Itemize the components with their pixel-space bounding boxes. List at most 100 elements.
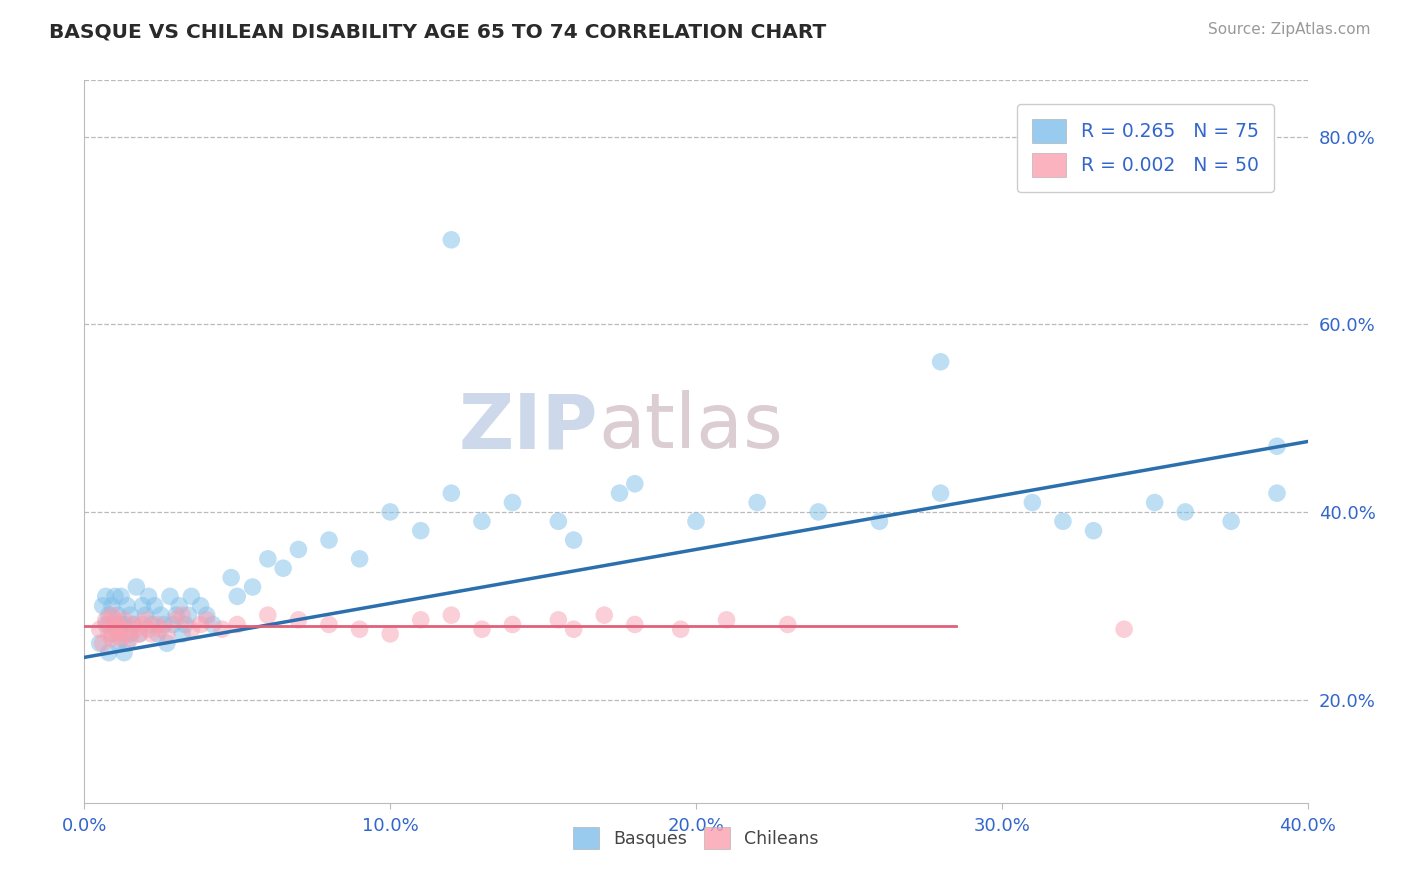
- Point: [107, 636, 129, 650]
- Point: [211, 622, 233, 636]
- Point: [146, 627, 169, 641]
- Point: [89, 622, 111, 636]
- Point: [110, 632, 132, 646]
- Point: [107, 608, 129, 623]
- Point: [165, 608, 187, 623]
- Point: [97, 646, 120, 660]
- Point: [101, 632, 124, 646]
- Point: [104, 613, 127, 627]
- Point: [190, 599, 212, 613]
- Point: [97, 617, 120, 632]
- Point: [135, 613, 157, 627]
- Point: [141, 617, 163, 632]
- Point: [110, 617, 132, 632]
- Point: [143, 599, 166, 613]
- Point: [547, 514, 569, 528]
- Point: [195, 608, 218, 623]
- Point: [195, 613, 218, 627]
- Point: [716, 613, 738, 627]
- Point: [257, 608, 280, 623]
- Point: [593, 608, 616, 623]
- Point: [112, 617, 135, 632]
- Point: [97, 627, 120, 641]
- Point: [669, 622, 692, 636]
- Point: [174, 617, 197, 632]
- Point: [125, 580, 148, 594]
- Point: [471, 622, 494, 636]
- Point: [107, 617, 129, 632]
- Point: [146, 617, 169, 632]
- Point: [440, 486, 463, 500]
- Point: [440, 608, 463, 623]
- Point: [115, 599, 138, 613]
- Point: [153, 617, 176, 632]
- Point: [131, 599, 153, 613]
- Text: BASQUE VS CHILEAN DISABILITY AGE 65 TO 74 CORRELATION CHART: BASQUE VS CHILEAN DISABILITY AGE 65 TO 7…: [49, 22, 827, 41]
- Point: [562, 622, 585, 636]
- Point: [1265, 439, 1288, 453]
- Point: [226, 617, 249, 632]
- Point: [120, 608, 142, 623]
- Point: [101, 627, 124, 641]
- Point: [807, 505, 830, 519]
- Point: [122, 617, 145, 632]
- Point: [149, 622, 172, 636]
- Text: Source: ZipAtlas.com: Source: ZipAtlas.com: [1208, 22, 1371, 37]
- Point: [929, 486, 952, 500]
- Point: [349, 622, 371, 636]
- Point: [242, 580, 264, 594]
- Point: [115, 636, 138, 650]
- Point: [141, 627, 163, 641]
- Point: [165, 613, 187, 627]
- Point: [128, 627, 150, 641]
- Point: [107, 627, 129, 641]
- Point: [104, 622, 127, 636]
- Point: [287, 613, 309, 627]
- Point: [929, 355, 952, 369]
- Point: [112, 646, 135, 660]
- Point: [94, 613, 117, 627]
- Point: [502, 495, 524, 509]
- Point: [94, 590, 117, 604]
- Point: [172, 627, 194, 641]
- Point: [172, 608, 194, 623]
- Point: [120, 632, 142, 646]
- Point: [1220, 514, 1243, 528]
- Point: [180, 622, 202, 636]
- Point: [318, 617, 340, 632]
- Point: [177, 608, 200, 623]
- Point: [138, 590, 160, 604]
- Point: [380, 627, 402, 641]
- Point: [219, 571, 242, 585]
- Point: [128, 627, 150, 641]
- Point: [562, 533, 585, 547]
- Point: [149, 608, 172, 623]
- Point: [226, 590, 249, 604]
- Point: [1143, 495, 1166, 509]
- Point: [776, 617, 799, 632]
- Point: [747, 495, 769, 509]
- Point: [131, 617, 153, 632]
- Point: [1052, 514, 1074, 528]
- Point: [869, 514, 891, 528]
- Point: [257, 551, 280, 566]
- Point: [156, 627, 179, 641]
- Legend: Basques, Chileans: Basques, Chileans: [567, 821, 825, 855]
- Point: [624, 617, 647, 632]
- Point: [409, 524, 432, 538]
- Point: [110, 622, 132, 636]
- Point: [112, 613, 135, 627]
- Point: [1174, 505, 1197, 519]
- Point: [138, 622, 160, 636]
- Point: [190, 617, 212, 632]
- Point: [115, 627, 138, 641]
- Point: [120, 627, 142, 641]
- Point: [94, 617, 117, 632]
- Point: [1114, 622, 1136, 636]
- Point: [101, 599, 124, 613]
- Point: [685, 514, 707, 528]
- Point: [271, 561, 294, 575]
- Point: [110, 590, 132, 604]
- Point: [125, 622, 148, 636]
- Point: [89, 636, 111, 650]
